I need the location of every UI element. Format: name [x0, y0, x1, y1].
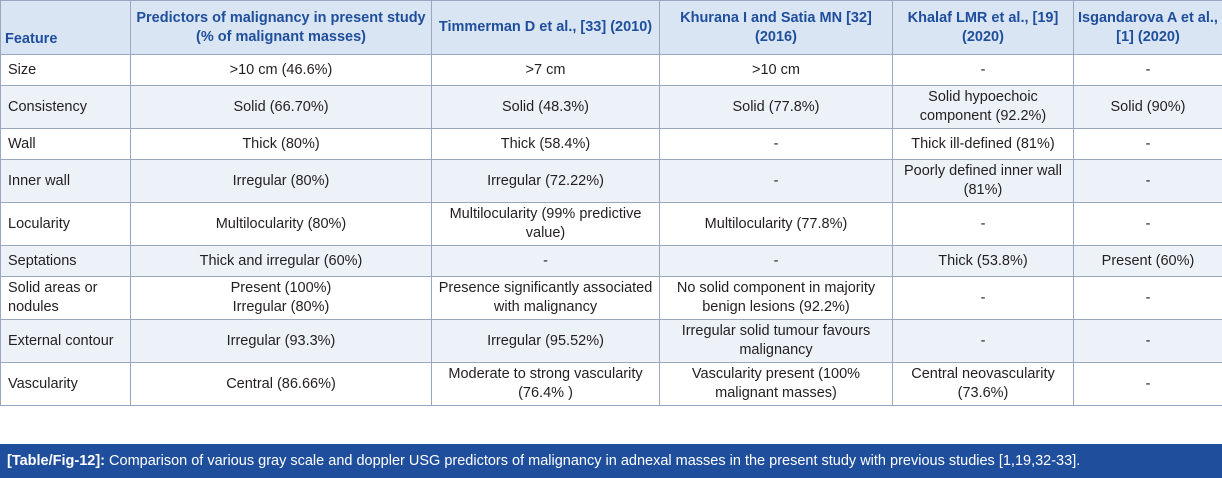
table-cell: Solid (48.3%): [431, 85, 660, 129]
row-feature: Septations: [0, 245, 131, 277]
caption-text: Comparison of various gray scale and dop…: [105, 453, 1081, 469]
table-cell: Multilocularity (77.8%): [659, 202, 893, 246]
table-row: Solid areas or nodules Present (100%) Ir…: [0, 276, 1222, 320]
table-row: Vascularity Central (86.66%) Moderate to…: [0, 362, 1222, 406]
row-feature: Size: [0, 54, 131, 86]
table-cell: -: [1073, 128, 1222, 160]
table-cell: Irregular (72.22%): [431, 159, 660, 203]
table-cell: Thick (53.8%): [892, 245, 1074, 277]
table-body: Size >10 cm (46.6%) >7 cm >10 cm - - Con…: [0, 54, 1222, 406]
row-feature: Vascularity: [0, 362, 131, 406]
header-isgandarova: Isgandarova A et al., [1] (2020): [1073, 0, 1222, 55]
row-feature: Wall: [0, 128, 131, 160]
table-cell: Poorly defined inner wall (81%): [892, 159, 1074, 203]
table-cell: -: [1073, 202, 1222, 246]
table-cell: Multilocularity (80%): [130, 202, 432, 246]
table-cell: -: [659, 159, 893, 203]
table-cell: -: [892, 202, 1074, 246]
table-cell: -: [1073, 159, 1222, 203]
table-cell: >10 cm: [659, 54, 893, 86]
table-cell: -: [892, 319, 1074, 363]
table-cell: No solid component in majority benign le…: [659, 276, 893, 320]
header-khurana: Khurana I and Satia MN [32] (2016): [659, 0, 893, 55]
header-khalaf: Khalaf LMR et al., [19] (2020): [892, 0, 1074, 55]
table-row: External contour Irregular (93.3%) Irreg…: [0, 319, 1222, 363]
table-cell: -: [1073, 319, 1222, 363]
table-cell: Thick ill-defined (81%): [892, 128, 1074, 160]
comparison-table: Feature Predictors of malignancy in pres…: [0, 0, 1222, 406]
header-row: Feature Predictors of malignancy in pres…: [0, 0, 1222, 55]
caption-label: [Table/Fig-12]:: [7, 453, 106, 469]
row-feature: Consistency: [0, 85, 131, 129]
table-row: Septations Thick and irregular (60%) - -…: [0, 245, 1222, 277]
table-cell: Solid (90%): [1073, 85, 1222, 129]
table-cell: Present (100%) Irregular (80%): [130, 276, 432, 320]
table-row: Locularity Multilocularity (80%) Multilo…: [0, 202, 1222, 246]
header-feature: Feature: [0, 0, 131, 55]
table-row: Consistency Solid (66.70%) Solid (48.3%)…: [0, 85, 1222, 129]
table-cell: Vascularity present (100% malignant mass…: [659, 362, 893, 406]
table-cell: -: [431, 245, 660, 277]
table-cell: -: [1073, 54, 1222, 86]
table-cell: -: [1073, 362, 1222, 406]
table-header: Feature Predictors of malignancy in pres…: [0, 0, 1222, 55]
table-cell: Irregular (80%): [130, 159, 432, 203]
table-row: Size >10 cm (46.6%) >7 cm >10 cm - -: [0, 54, 1222, 86]
table-cell: -: [1073, 276, 1222, 320]
table-row: Wall Thick (80%) Thick (58.4%) - Thick i…: [0, 128, 1222, 160]
table-cell: Solid hypoechoic component (92.2%): [892, 85, 1074, 129]
table-cell: Thick (58.4%): [431, 128, 660, 160]
table-cell: Thick and irregular (60%): [130, 245, 432, 277]
row-feature: External contour: [0, 319, 131, 363]
table-cell: -: [892, 276, 1074, 320]
table-cell: Thick (80%): [130, 128, 432, 160]
table-row: Inner wall Irregular (80%) Irregular (72…: [0, 159, 1222, 203]
row-feature: Locularity: [0, 202, 131, 246]
header-timmerman: Timmerman D et al., [33] (2010): [431, 0, 660, 55]
table-cell: Central (86.66%): [130, 362, 432, 406]
table-cell: -: [892, 54, 1074, 86]
table-cell: -: [659, 245, 893, 277]
table-cell: Presence significantly associated with m…: [431, 276, 660, 320]
table-cell: Solid (66.70%): [130, 85, 432, 129]
table-cell: -: [659, 128, 893, 160]
row-feature: Inner wall: [0, 159, 131, 203]
table-cell: Irregular (95.52%): [431, 319, 660, 363]
table-cell: Irregular (93.3%): [130, 319, 432, 363]
table-cell: >10 cm (46.6%): [130, 54, 432, 86]
table-cell: Multilocularity (99% predictive value): [431, 202, 660, 246]
table-cell: Solid (77.8%): [659, 85, 893, 129]
table-cell: >7 cm: [431, 54, 660, 86]
table-cell: Irregular solid tumour favours malignanc…: [659, 319, 893, 363]
table-cell: Moderate to strong vascularity (76.4% ): [431, 362, 660, 406]
table-cell: Central neovascularity (73.6%): [892, 362, 1074, 406]
table-cell: Present (60%): [1073, 245, 1222, 277]
table-caption: [Table/Fig-12]: Comparison of various gr…: [0, 444, 1222, 478]
header-present-study: Predictors of malignancy in present stud…: [130, 0, 432, 55]
row-feature: Solid areas or nodules: [0, 276, 131, 320]
